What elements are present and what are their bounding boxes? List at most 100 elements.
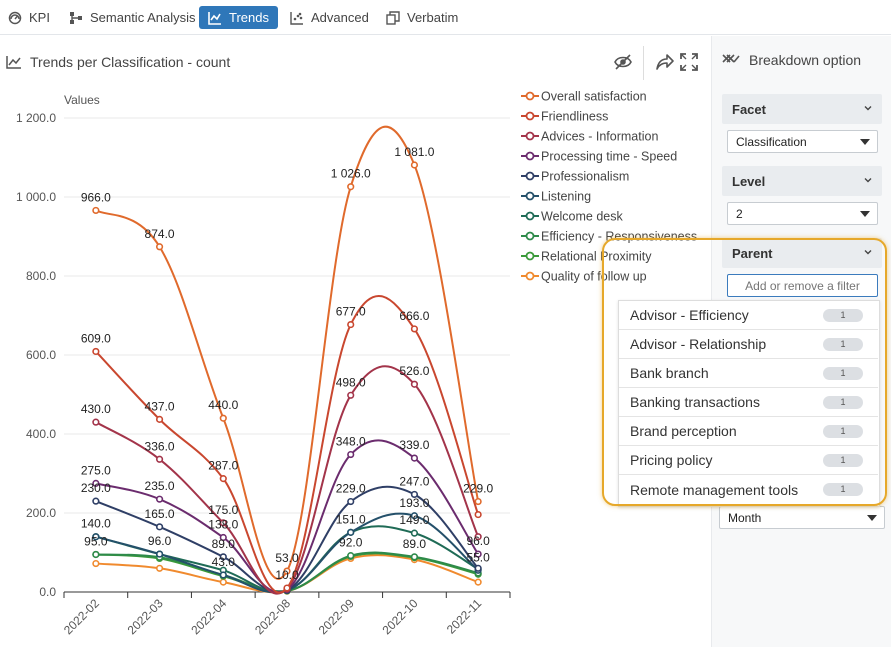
level-select[interactable]: 2 — [727, 202, 878, 225]
data-point — [410, 490, 419, 499]
x-tick-label: 2022-10 — [380, 596, 421, 637]
data-point — [92, 347, 100, 356]
legend-marker — [525, 251, 535, 261]
dropdown-item[interactable]: Banking transactions 1 — [619, 388, 878, 417]
data-label: 10.0 — [275, 568, 299, 582]
data-point — [155, 564, 164, 572]
dropdown-item-label: Advisor - Efficiency — [630, 307, 749, 323]
data-point — [219, 571, 227, 579]
dropdown-item-label: Pricing policy — [630, 452, 713, 468]
data-point — [219, 533, 227, 542]
data-label: 92.0 — [339, 536, 363, 550]
facet-select[interactable]: Classification — [727, 130, 878, 153]
data-point — [410, 161, 419, 169]
data-point — [347, 183, 355, 191]
dropdown-item-label: Brand perception — [630, 423, 737, 439]
facet-label: Facet — [732, 101, 766, 117]
data-point — [92, 497, 100, 505]
legend-marker — [525, 151, 535, 161]
legend-marker — [525, 91, 535, 101]
dropdown-item[interactable]: Remote management tools 1 — [619, 475, 878, 504]
data-label: 89.0 — [403, 537, 427, 551]
chart-panel: Trends per Classification - count 0.0 200… — [0, 36, 711, 647]
data-point — [219, 553, 227, 561]
data-point — [155, 550, 164, 558]
data-label: 138.0 — [208, 517, 238, 531]
gauge-icon — [8, 11, 22, 24]
parent-filter-input[interactable] — [727, 274, 878, 297]
share-icon[interactable] — [655, 52, 675, 72]
data-label: 149.0 — [399, 513, 429, 527]
tab-label: Trends — [229, 10, 269, 25]
data-point — [283, 584, 291, 592]
data-label: 43.0 — [212, 555, 236, 569]
data-label: 89.0 — [212, 537, 236, 551]
count-badge: 1 — [823, 425, 863, 438]
data-point — [474, 533, 482, 541]
dropdown-item-label: Bank branch — [630, 365, 709, 381]
tab-semantic-analysis[interactable]: Semantic Analysis — [69, 6, 196, 29]
period-select[interactable]: Month — [719, 506, 885, 529]
data-label: 247.0 — [399, 474, 429, 488]
tab-kpi[interactable]: KPI — [8, 6, 50, 29]
parent-header[interactable]: Parent — [722, 238, 882, 268]
x-tick-label: 2022-04 — [188, 596, 229, 637]
data-label: 275.0 — [81, 463, 111, 477]
fullscreen-icon[interactable] — [679, 52, 699, 72]
trend-icon — [6, 56, 21, 69]
data-point — [219, 475, 227, 483]
period-value: Month — [728, 510, 762, 525]
series-line — [95, 125, 480, 580]
x-tick-label: 2022-09 — [316, 596, 357, 637]
level-header[interactable]: Level — [722, 166, 882, 196]
tab-label: Verbatim — [407, 10, 459, 25]
data-label: 229.0 — [336, 482, 366, 496]
data-point — [92, 479, 100, 487]
facet-header[interactable]: Facet — [722, 94, 882, 124]
dropdown-item[interactable]: Pricing policy 1 — [619, 446, 878, 475]
dropdown-item[interactable]: Bank branch 1 — [619, 359, 878, 388]
trend-icon — [208, 11, 221, 25]
data-point — [410, 454, 419, 462]
tab-trends[interactable]: Trends — [199, 6, 278, 29]
y-axis-label: Values — [64, 93, 100, 107]
caret-down-icon — [860, 211, 870, 217]
x-tick-label: 2022-11 — [444, 596, 485, 637]
data-label: 230.0 — [81, 481, 111, 495]
y-tick-label: 1 000.0 — [16, 190, 56, 204]
y-tick-label: 400.0 — [26, 427, 56, 441]
dropdown-item[interactable]: Advisor - Relationship 1 — [619, 330, 878, 359]
data-point — [347, 552, 355, 560]
data-point — [474, 510, 482, 519]
tab-verbatim[interactable]: Verbatim — [386, 6, 458, 29]
copy-icon — [386, 10, 400, 25]
dropdown-item[interactable]: Brand perception 1 — [619, 417, 878, 446]
data-label: 437.0 — [145, 399, 175, 413]
facet-value: Classification — [736, 134, 807, 149]
x-tick-label: 2022-08 — [252, 596, 293, 637]
data-label: 140.0 — [81, 517, 111, 531]
legend-marker — [525, 271, 535, 281]
data-point — [410, 529, 419, 537]
tab-label: KPI — [29, 10, 50, 25]
data-point — [410, 325, 419, 333]
data-point — [347, 391, 355, 399]
data-label: 430.0 — [81, 402, 111, 416]
tab-label: Advanced — [311, 10, 369, 25]
tab-advanced[interactable]: Advanced — [290, 6, 369, 29]
data-point — [92, 550, 100, 559]
dropdown-item[interactable]: Advisor - Efficiency 1 — [619, 301, 878, 330]
level-label: Level — [732, 173, 766, 189]
legend-marker — [525, 191, 535, 201]
line-chart: 0.0 200.0 400.0 600.0 800.0 1 000.0 1 200.0 Val… — [16, 90, 697, 638]
data-label: 609.0 — [81, 331, 111, 345]
data-point — [410, 512, 419, 520]
count-badge: 1 — [823, 309, 863, 322]
data-point — [219, 414, 227, 422]
data-label: 175.0 — [208, 503, 238, 517]
data-point — [347, 450, 355, 459]
hierarchy-icon — [70, 11, 82, 24]
dropdown-item-label: Remote management tools — [630, 481, 799, 498]
chevron-down-icon — [864, 250, 872, 255]
eye-off-icon[interactable] — [613, 52, 633, 72]
